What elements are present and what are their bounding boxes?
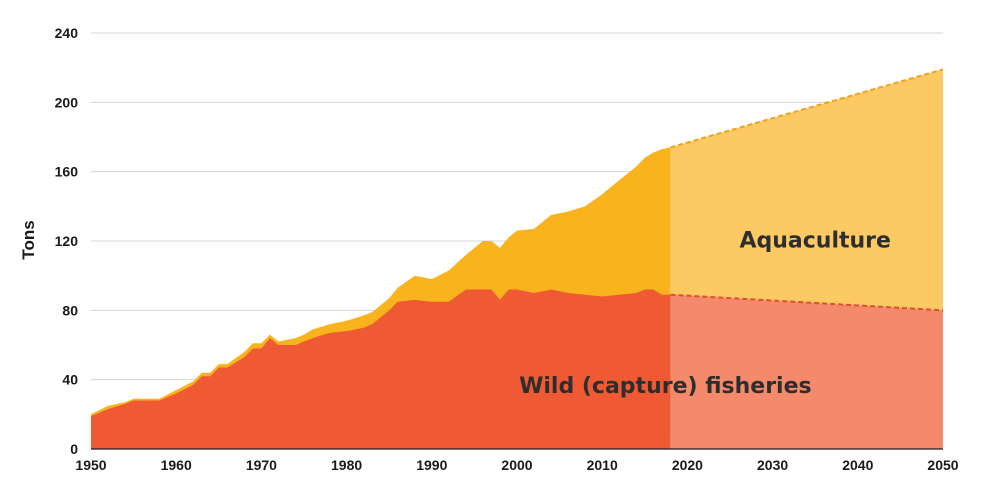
y-tick-label: 40	[62, 372, 78, 388]
x-tick-label: 2000	[501, 457, 532, 473]
aquaculture-projection-area	[670, 69, 943, 311]
wild-projection-area	[670, 294, 943, 449]
x-tick-label: 2030	[757, 457, 788, 473]
x-tick-label: 2040	[842, 457, 873, 473]
x-tick-label: 1950	[75, 457, 106, 473]
y-tick-label: 160	[55, 164, 79, 180]
wild-historical-area	[91, 289, 671, 449]
y-tick-label: 0	[70, 441, 78, 457]
wild-fisheries-label: Wild (capture) fisheries	[519, 374, 812, 399]
y-tick-label: 120	[55, 233, 79, 249]
x-tick-label: 1990	[416, 457, 447, 473]
x-tick-label: 1970	[246, 457, 277, 473]
area-series	[91, 68, 944, 450]
y-tick-label: 80	[62, 302, 78, 318]
aquaculture-label: Aquaculture	[739, 228, 890, 253]
x-tick-label: 2020	[672, 457, 703, 473]
y-tick-label: 200	[55, 94, 79, 110]
y-tick-label: 240	[55, 25, 79, 41]
aquaculture-projection-line	[670, 68, 944, 149]
x-axis: 1950 1960 1970 1980 1990 2000 2010 2020 2030 2040…	[75, 457, 958, 473]
y-axis: 0 40 80 120 160 200 240	[55, 25, 79, 457]
wild-projection-line	[670, 293, 944, 312]
x-tick-label: 1960	[161, 457, 192, 473]
x-tick-label: 2010	[587, 457, 618, 473]
x-tick-label: 2050	[927, 457, 958, 473]
x-tick-label: 1980	[331, 457, 362, 473]
y-axis-title: Tons	[19, 220, 38, 259]
